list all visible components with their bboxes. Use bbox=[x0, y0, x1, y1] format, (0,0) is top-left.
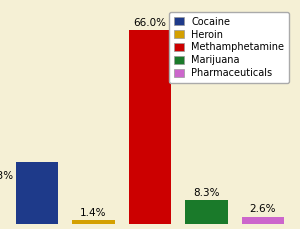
Text: 8.3%: 8.3% bbox=[193, 188, 220, 198]
Text: 1.4%: 1.4% bbox=[80, 208, 107, 218]
Legend: Cocaine, Heroin, Methamphetamine, Marijuana, Pharmaceuticals: Cocaine, Heroin, Methamphetamine, Mariju… bbox=[169, 12, 289, 83]
Text: 2.6%: 2.6% bbox=[250, 204, 276, 214]
Bar bbox=[129, 30, 171, 224]
Bar bbox=[185, 200, 228, 224]
Bar bbox=[72, 220, 115, 224]
Text: 21.3%: 21.3% bbox=[0, 171, 13, 181]
Bar bbox=[16, 162, 58, 224]
Bar bbox=[242, 217, 284, 224]
Text: 66.0%: 66.0% bbox=[134, 18, 166, 28]
